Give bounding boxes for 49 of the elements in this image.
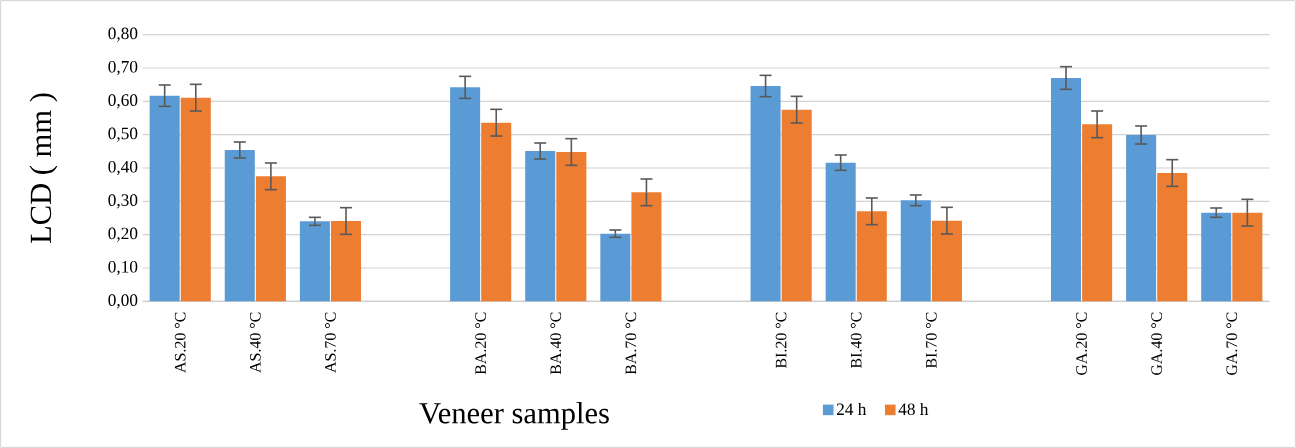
bar bbox=[825, 162, 856, 302]
legend-label: 48 h bbox=[898, 402, 929, 416]
x-tick-label: BI.20 °C bbox=[775, 312, 787, 369]
x-tick-label: BI.70 °C bbox=[925, 312, 937, 369]
y-tick-label: 0,30 bbox=[108, 194, 138, 209]
bar bbox=[224, 150, 255, 302]
x-tick-label: BA.70 °C bbox=[625, 312, 637, 375]
bar bbox=[631, 192, 662, 302]
x-tick-label: GA.40 °C bbox=[1151, 312, 1163, 375]
y-tick-label: 0,50 bbox=[108, 127, 138, 142]
x-tick-label: BI.40 °C bbox=[850, 312, 862, 369]
bar bbox=[931, 220, 962, 302]
x-tick-label: AS.70 °C bbox=[325, 312, 336, 373]
bar bbox=[525, 151, 556, 302]
bar bbox=[255, 176, 286, 302]
y-tick-label: 0,70 bbox=[108, 60, 138, 76]
bar bbox=[1232, 212, 1263, 302]
y-tick-label: 0,60 bbox=[108, 94, 138, 109]
bar bbox=[481, 122, 512, 302]
x-tick-label: BA.40 °C bbox=[550, 312, 562, 375]
x-tick-label: AS.20 °C bbox=[174, 312, 186, 373]
bar bbox=[900, 200, 931, 302]
y-tick-label: 0,20 bbox=[108, 227, 138, 242]
bar bbox=[600, 233, 631, 302]
bar bbox=[330, 221, 362, 302]
y-tick-label: 0,40 bbox=[108, 160, 138, 176]
bar bbox=[299, 221, 330, 302]
legend-label: 24 h bbox=[836, 402, 867, 415]
bar bbox=[750, 86, 781, 302]
bar bbox=[450, 87, 481, 302]
x-tick-label: GA.20 °C bbox=[1076, 312, 1087, 375]
x-axis-title: Veneer samples bbox=[419, 402, 609, 430]
bar bbox=[1157, 173, 1188, 302]
y-tick-label: 0,00 bbox=[108, 294, 138, 309]
bar bbox=[556, 152, 587, 302]
bar bbox=[180, 97, 211, 302]
bar bbox=[1201, 212, 1232, 302]
bar bbox=[856, 211, 887, 302]
bar bbox=[149, 95, 180, 302]
y-tick-label: 0,80 bbox=[108, 27, 138, 42]
bar bbox=[781, 109, 812, 302]
bar bbox=[1050, 78, 1082, 302]
x-tick-label: BA.20 °C bbox=[475, 312, 487, 375]
bar bbox=[1082, 124, 1113, 302]
bar bbox=[1126, 135, 1157, 302]
y-axis-title: LCD ( mm ) bbox=[29, 93, 58, 244]
x-tick-label: AS.40 °C bbox=[249, 312, 261, 373]
x-tick-label: GA.70 °C bbox=[1226, 312, 1238, 375]
y-tick-label: 0,10 bbox=[108, 260, 138, 276]
